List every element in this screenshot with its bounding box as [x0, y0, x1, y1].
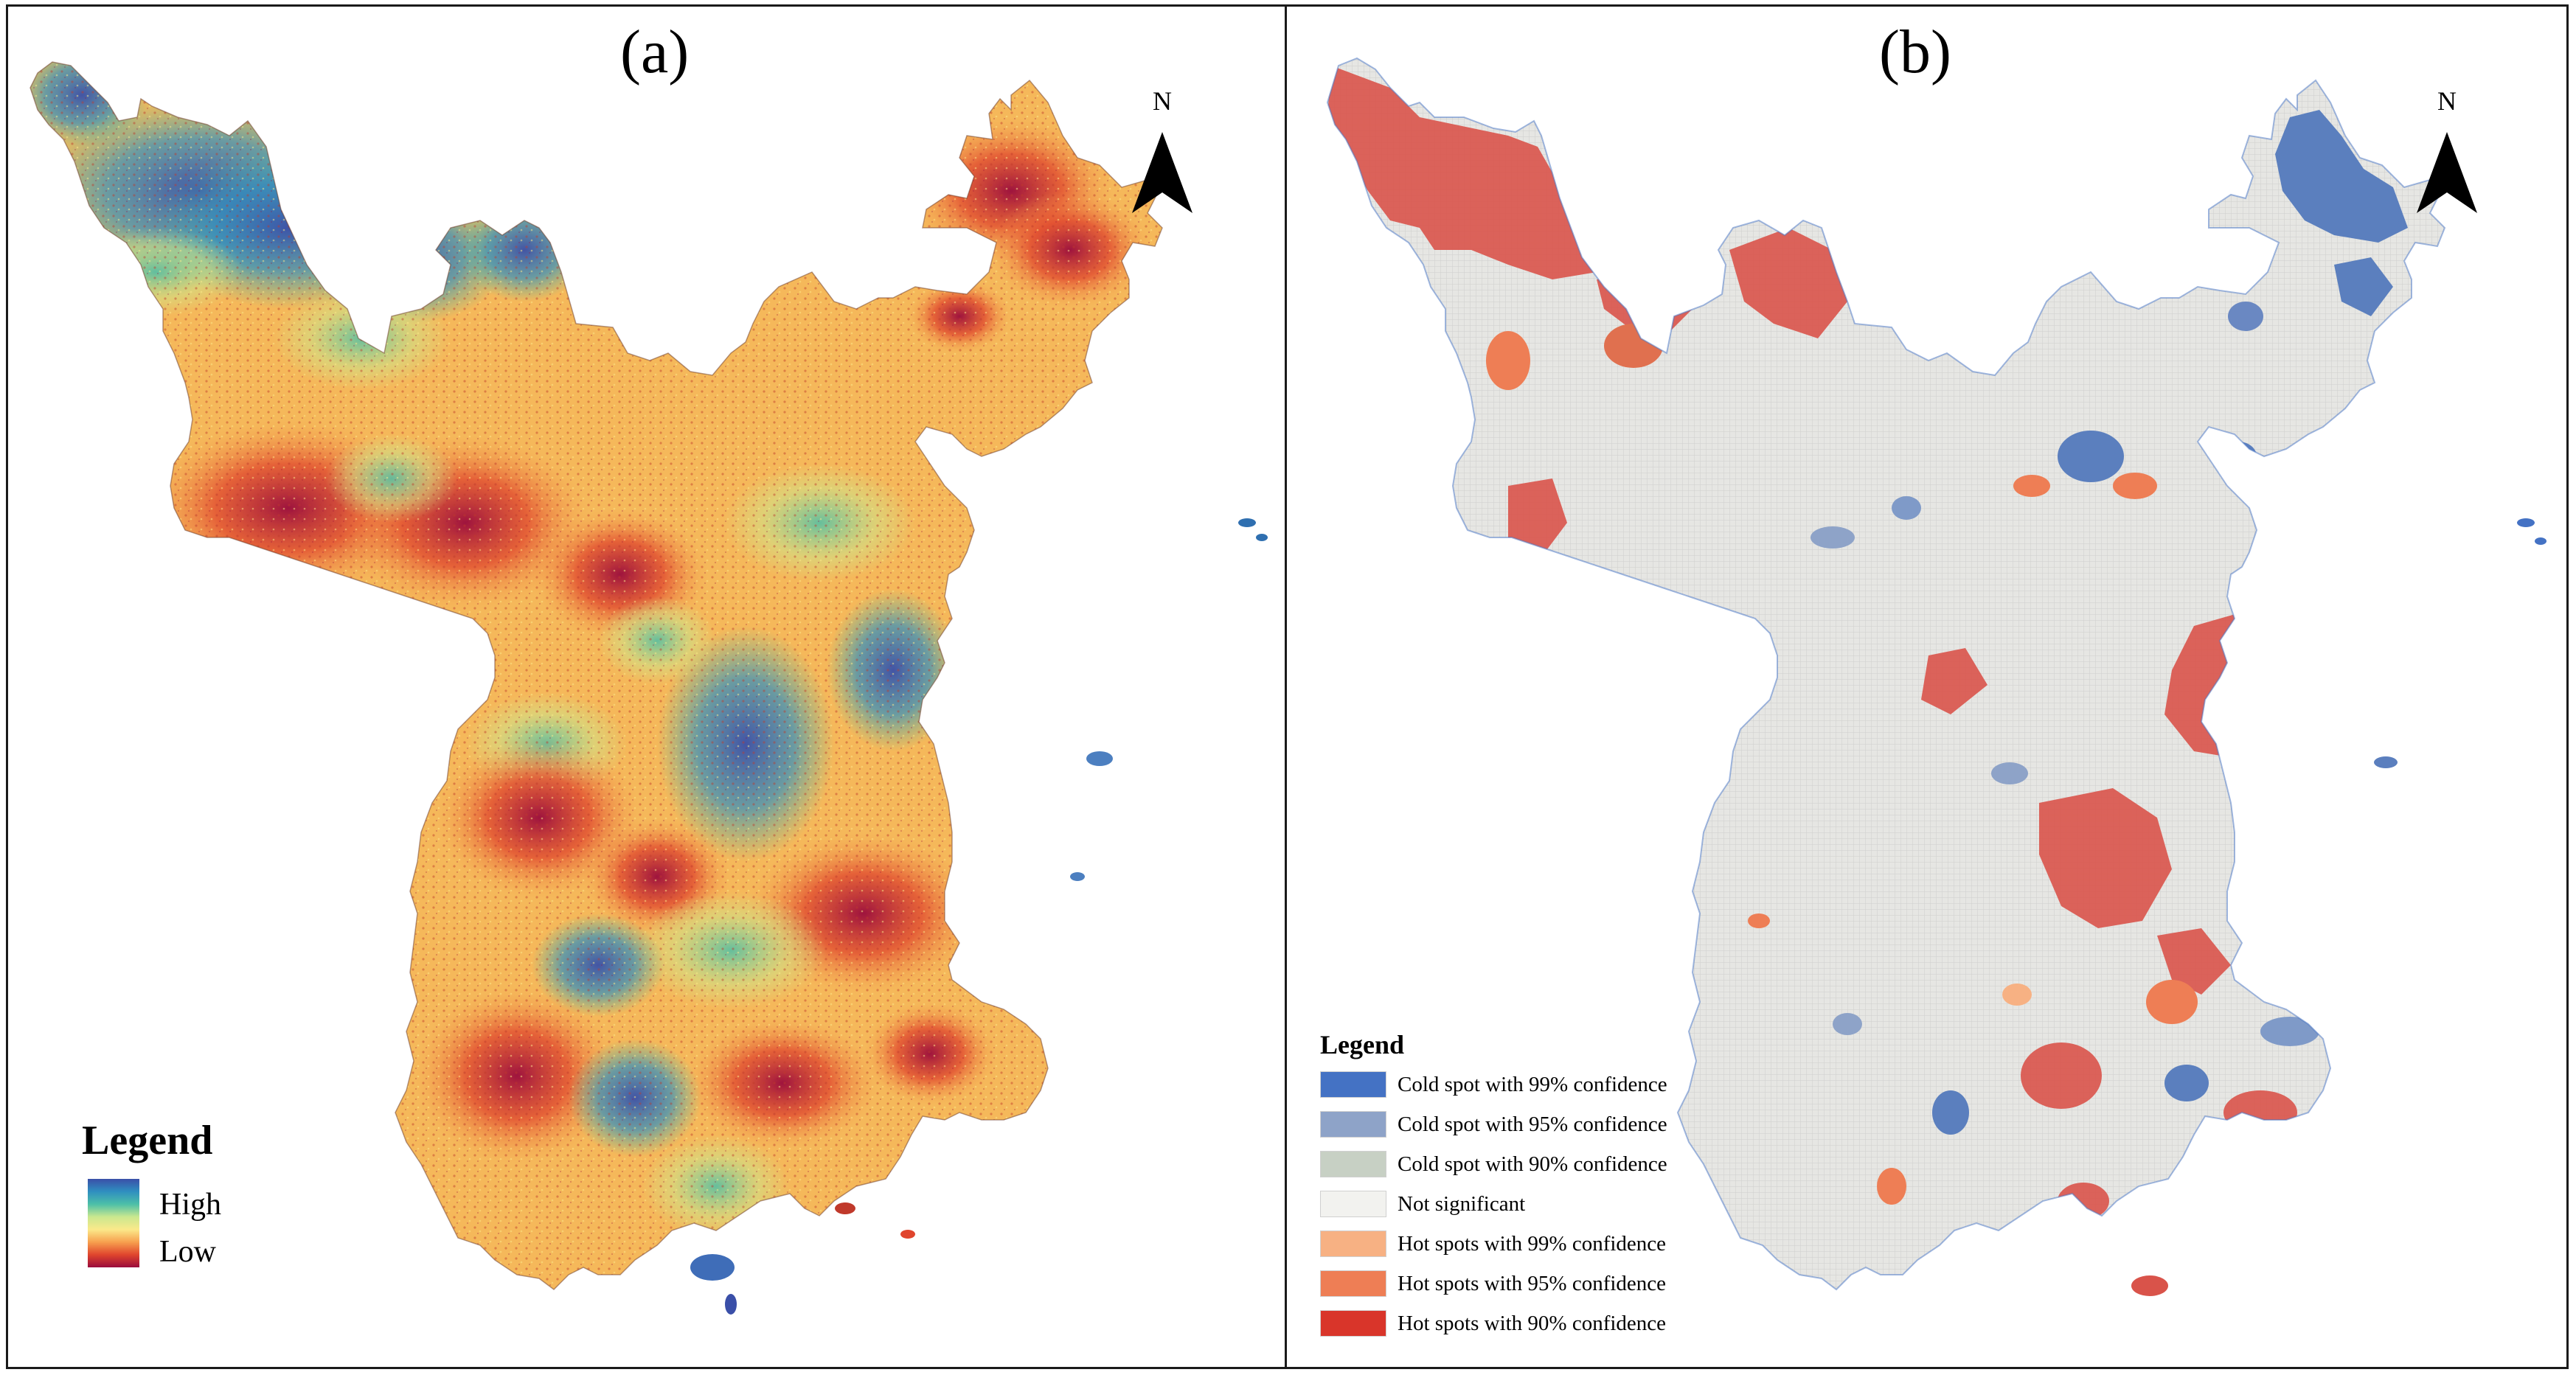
hotspot-map: [1327, 58, 2547, 1296]
north-arrow-icon: [1132, 132, 1192, 213]
legend-item-hot-95: Hot spots with 95% confidence: [1320, 1269, 1792, 1298]
legend-item-label: Cold spot with 90% confidence: [1398, 1152, 1667, 1176]
legend-item-label: Cold spot with 95% confidence: [1398, 1113, 1667, 1136]
continuous-value-map: [29, 61, 1268, 1315]
legend-swatch: [1320, 1071, 1386, 1098]
legend-item-label: Cold spot with 99% confidence: [1398, 1073, 1667, 1096]
legend-item-hot-90: Hot spots with 90% confidence: [1320, 1309, 1792, 1338]
north-arrow-letter: N: [1153, 86, 1172, 116]
legend-item-cold-99: Cold spot with 99% confidence: [1320, 1070, 1792, 1099]
north-arrow-icon: [2417, 132, 2477, 213]
panel-b-label: (b): [1879, 18, 1951, 86]
legend-item-hot-99: Hot spots with 99% confidence: [1320, 1229, 1792, 1259]
legend-item-label: Not significant: [1398, 1192, 1526, 1216]
legend-item-label: Hot spots with 95% confidence: [1398, 1272, 1667, 1295]
legend-swatch: [1320, 1310, 1386, 1337]
north-arrow-a: N: [1129, 88, 1195, 235]
offshore-islands-b: [2131, 518, 2547, 1296]
legend-a-title: Legend: [82, 1118, 213, 1163]
legend-a-high-label: High: [159, 1188, 221, 1222]
legend-item-cold-90: Cold spot with 90% confidence: [1320, 1149, 1792, 1179]
north-arrow-b: N: [2414, 88, 2480, 235]
panel-b: (b) N Legend Cold spot with 99% confiden…: [1287, 7, 2566, 1367]
legend-swatch: [1320, 1111, 1386, 1138]
legend-item-cold-95: Cold spot with 95% confidence: [1320, 1110, 1792, 1139]
legend-swatch: [1320, 1191, 1386, 1217]
legend-item-label: Hot spots with 90% confidence: [1398, 1312, 1667, 1335]
legend-a-color-ramp: [88, 1179, 139, 1267]
panel-divider: [1285, 4, 1287, 1369]
panel-a: (a) N Legend High Low: [8, 7, 1284, 1367]
legend-swatch: [1320, 1151, 1386, 1177]
legend-b-title: Legend: [1320, 1030, 1405, 1059]
legend-swatch: [1320, 1270, 1386, 1297]
panel-a-label: (a): [620, 18, 690, 86]
offshore-islands: [690, 518, 1268, 1315]
legend-item-label: Hot spots with 99% confidence: [1398, 1232, 1667, 1256]
legend-b: Legend Cold spot with 99% confidence Col…: [1320, 1031, 1792, 1356]
legend-item-not-significant: Not significant: [1320, 1189, 1792, 1219]
legend-a-low-label: Low: [159, 1235, 216, 1269]
legend-a: Legend High Low: [82, 1120, 347, 1282]
north-arrow-letter: N: [2437, 86, 2457, 116]
legend-swatch: [1320, 1230, 1386, 1257]
